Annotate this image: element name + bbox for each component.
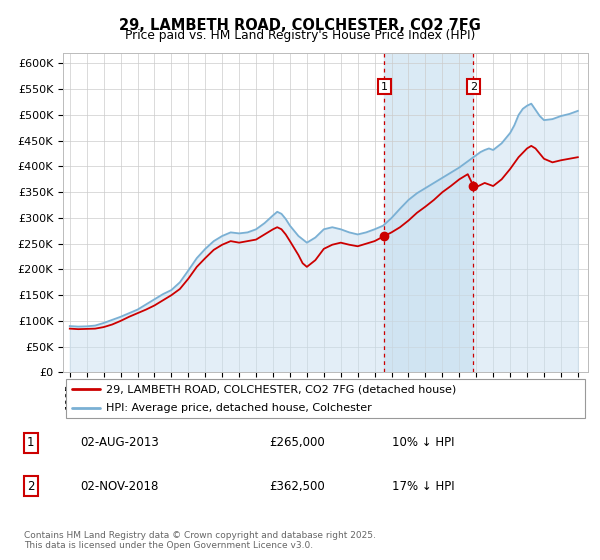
Text: 1: 1 xyxy=(381,82,388,92)
Text: 2: 2 xyxy=(27,479,34,493)
FancyBboxPatch shape xyxy=(65,379,586,418)
Text: 10% ↓ HPI: 10% ↓ HPI xyxy=(392,436,455,450)
Text: 29, LAMBETH ROAD, COLCHESTER, CO2 7FG: 29, LAMBETH ROAD, COLCHESTER, CO2 7FG xyxy=(119,18,481,33)
Text: 17% ↓ HPI: 17% ↓ HPI xyxy=(392,479,455,493)
Text: 1: 1 xyxy=(27,436,34,450)
Bar xyxy=(385,53,473,372)
Text: 2: 2 xyxy=(470,82,477,92)
Text: 02-AUG-2013: 02-AUG-2013 xyxy=(80,436,158,450)
Text: 29, LAMBETH ROAD, COLCHESTER, CO2 7FG (detached house): 29, LAMBETH ROAD, COLCHESTER, CO2 7FG (d… xyxy=(106,385,457,394)
Text: £362,500: £362,500 xyxy=(269,479,325,493)
Text: Price paid vs. HM Land Registry's House Price Index (HPI): Price paid vs. HM Land Registry's House … xyxy=(125,29,475,42)
Text: 02-NOV-2018: 02-NOV-2018 xyxy=(80,479,158,493)
Text: £265,000: £265,000 xyxy=(269,436,325,450)
Text: HPI: Average price, detached house, Colchester: HPI: Average price, detached house, Colc… xyxy=(106,403,372,413)
Text: Contains HM Land Registry data © Crown copyright and database right 2025.
This d: Contains HM Land Registry data © Crown c… xyxy=(24,531,376,550)
